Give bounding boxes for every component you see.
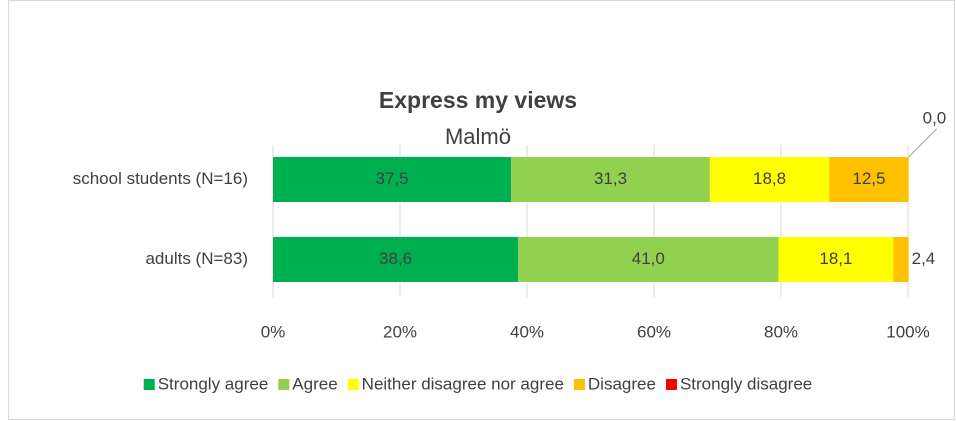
x-tick-label: 40% xyxy=(510,322,544,341)
data-label: 37,5 xyxy=(376,169,409,188)
leader-line xyxy=(908,128,937,158)
bar-segment xyxy=(778,237,894,282)
bar-segment xyxy=(829,157,909,202)
legend-swatch xyxy=(347,379,359,390)
bar-segment xyxy=(273,157,512,202)
data-label: 12,5 xyxy=(852,169,885,188)
legend-swatch xyxy=(143,379,155,390)
x-tick-label: 0% xyxy=(261,322,286,341)
chart-border xyxy=(8,0,955,420)
x-tick-label: 60% xyxy=(637,322,671,341)
x-tick-label: 20% xyxy=(383,322,417,341)
data-label: 31,3 xyxy=(594,169,627,188)
bar-segment xyxy=(273,237,519,282)
legend-swatch xyxy=(278,379,290,390)
x-tick-label: 100% xyxy=(886,322,929,341)
data-label: 18,8 xyxy=(753,169,786,188)
legend-swatch xyxy=(573,379,585,390)
legend-label: Agree xyxy=(292,374,337,393)
legend-swatch xyxy=(665,379,677,390)
x-tick-label: 80% xyxy=(764,322,798,341)
chart-title: Express my views xyxy=(379,87,577,113)
chart-subtitle: Malmö xyxy=(445,124,511,149)
legend-label: Strongly agree xyxy=(158,374,269,393)
legend-label: Strongly disagree xyxy=(680,374,812,393)
bar-segment xyxy=(518,237,779,282)
data-label: 18,1 xyxy=(819,249,852,268)
legend-label: Disagree xyxy=(588,374,656,393)
y-tick-label: adults (N=83) xyxy=(145,249,248,268)
bar-segment xyxy=(511,157,710,202)
data-label: 41,0 xyxy=(632,249,665,268)
legend-label: Neither disagree nor agree xyxy=(362,374,564,393)
bar-segment xyxy=(709,157,830,202)
bar-segment xyxy=(893,237,909,282)
data-label: 2,4 xyxy=(912,249,936,268)
data-label: 0,0 xyxy=(923,108,947,127)
y-tick-label: school students (N=16) xyxy=(73,169,248,188)
data-label: 38,6 xyxy=(379,249,412,268)
